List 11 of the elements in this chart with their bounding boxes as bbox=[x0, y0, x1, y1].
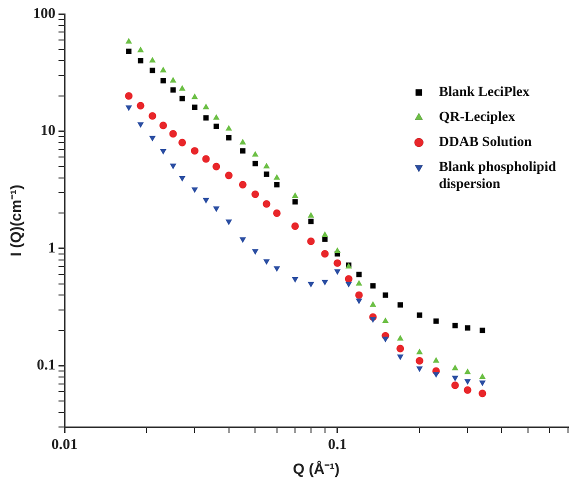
y-tick-label: 10 bbox=[40, 123, 56, 140]
legend-label: QR-Leciplex bbox=[438, 110, 516, 126]
y-axis-title: I (Q)(cm⁻¹) bbox=[8, 184, 26, 256]
x-axis-title: Q (Å⁻¹) bbox=[292, 460, 340, 478]
y-tick-label: 1 bbox=[48, 240, 56, 256]
legend-label: Blank LeciPlex bbox=[438, 85, 530, 100]
legend-label: Blank phospholipid dispersion bbox=[438, 160, 556, 192]
y-tick-label: 0.1 bbox=[36, 358, 56, 374]
legend-label: DDAB Solution bbox=[438, 135, 532, 150]
x-tick-label: 0.01 bbox=[51, 436, 78, 453]
y-tick-label: 100 bbox=[33, 6, 56, 22]
